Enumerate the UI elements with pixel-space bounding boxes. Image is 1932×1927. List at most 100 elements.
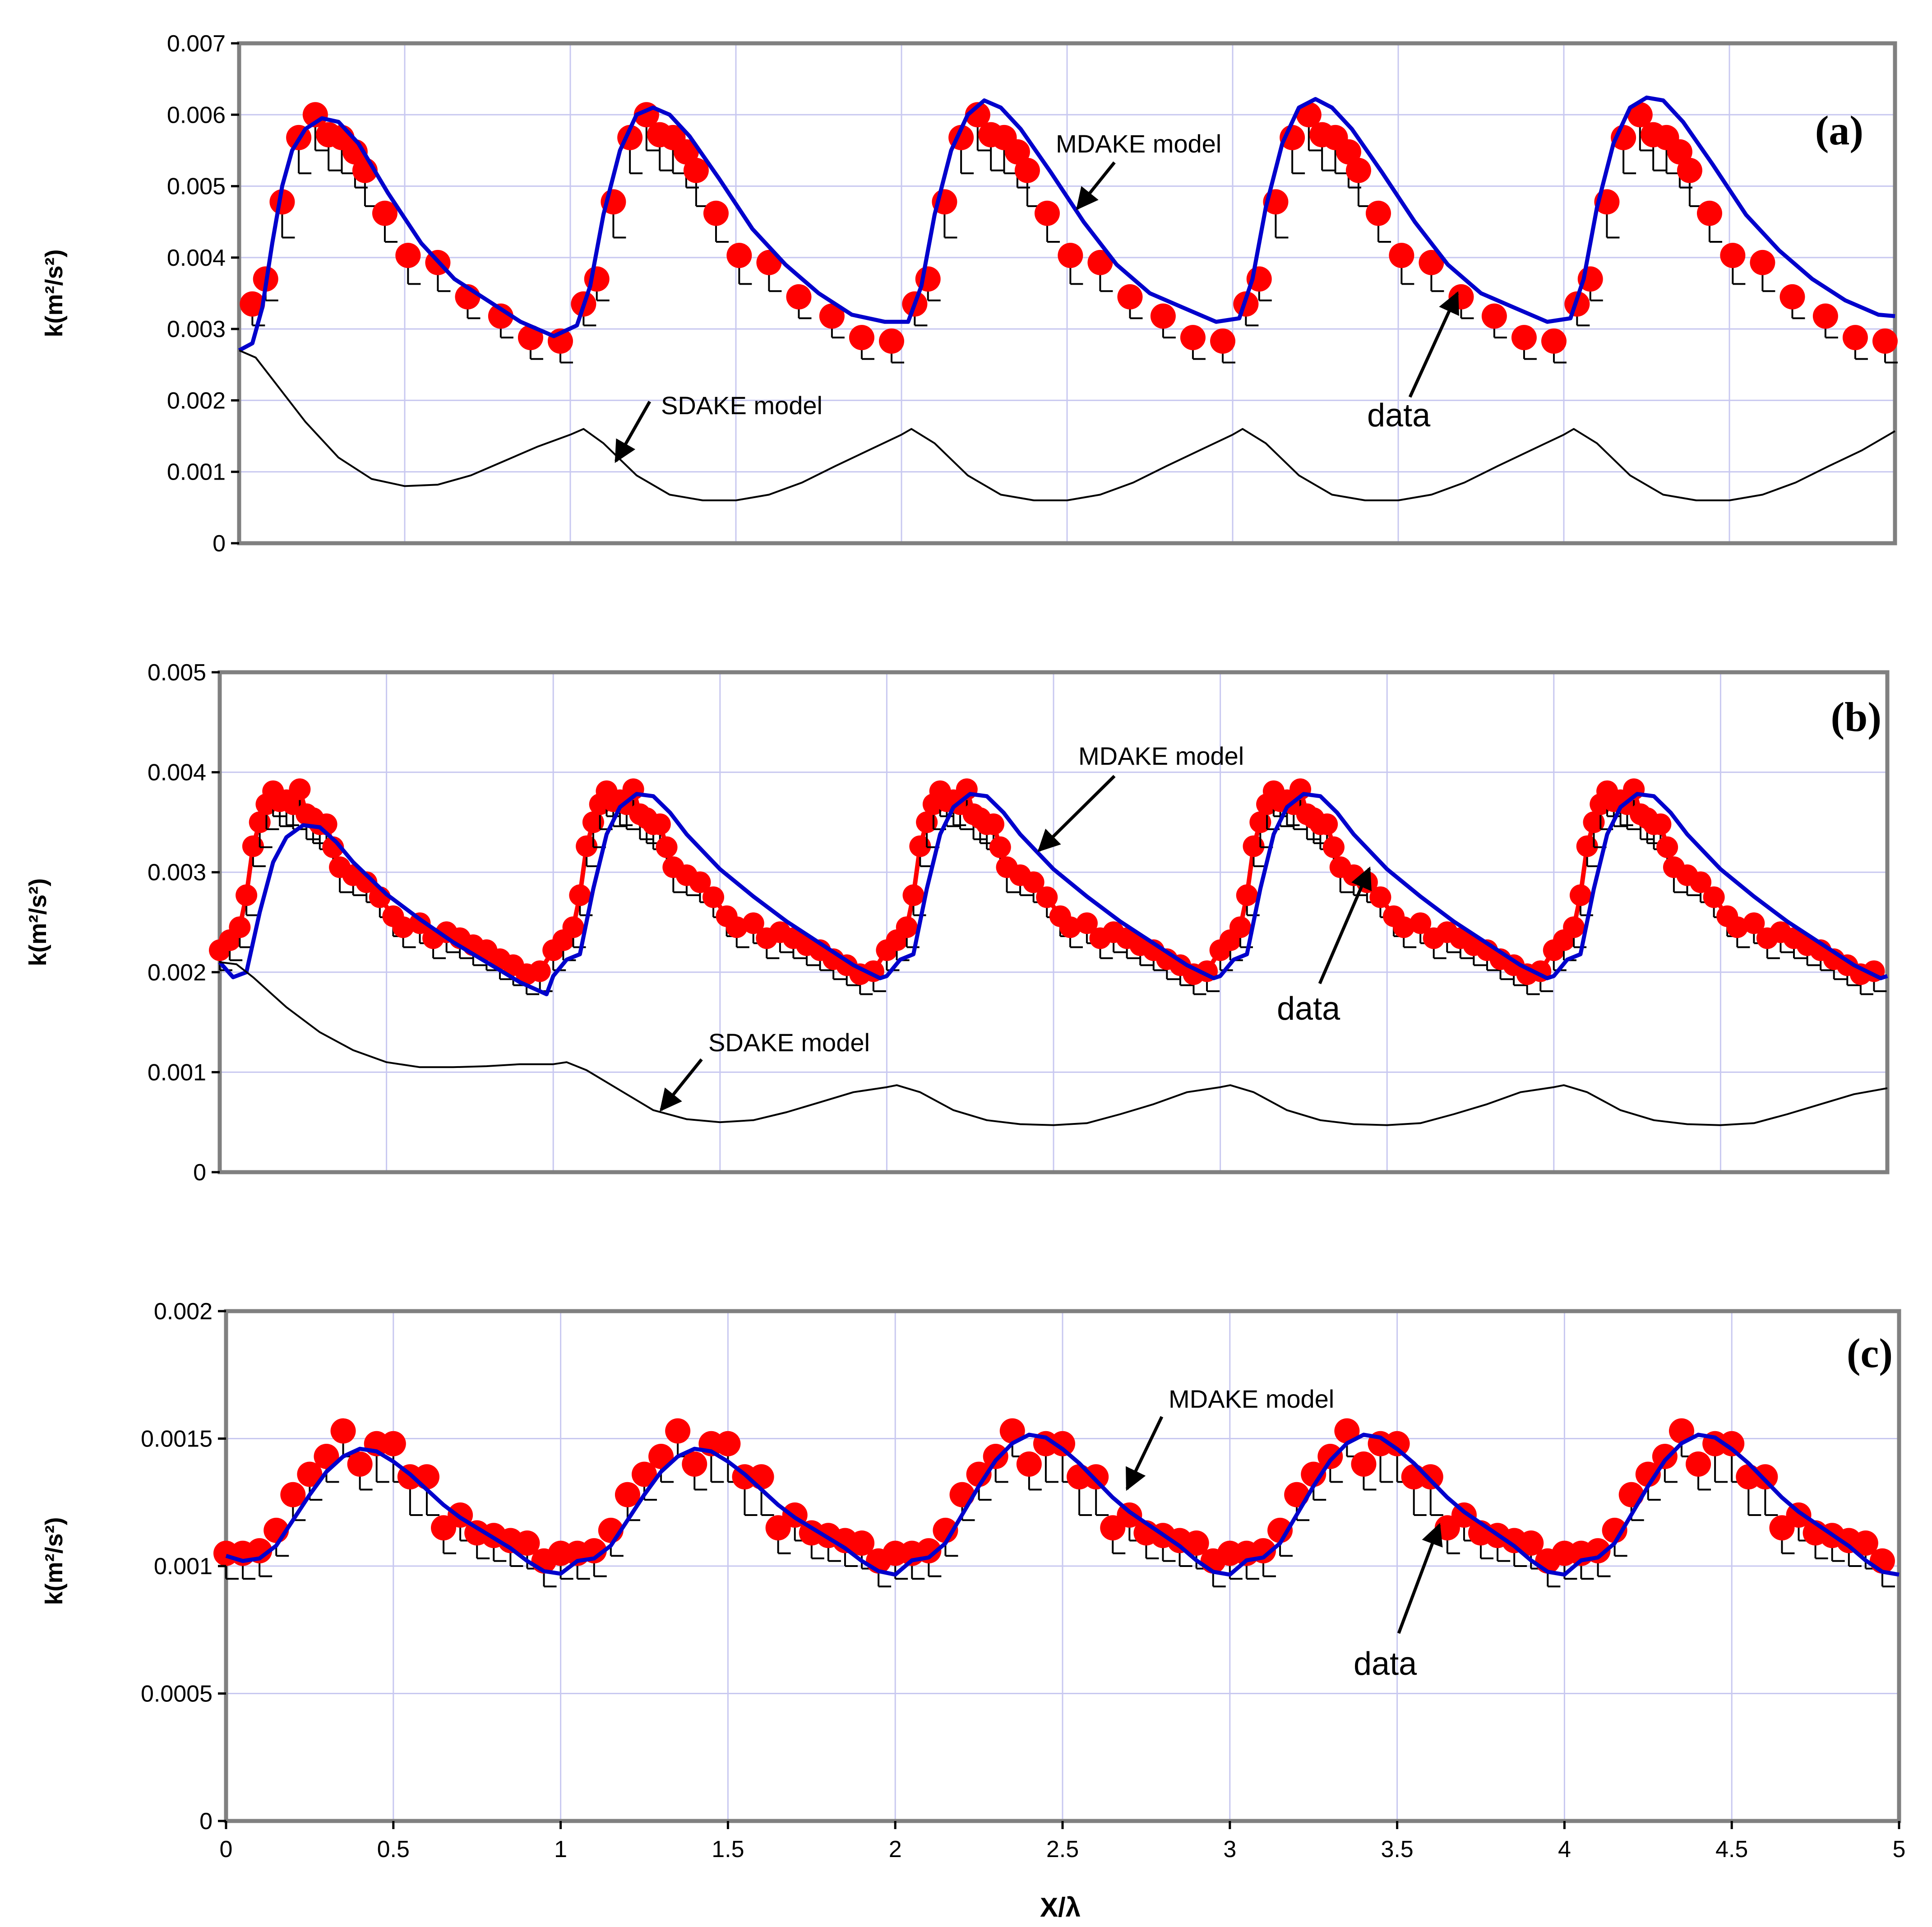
panel-a-mdake-annotation: MDAKE model	[1056, 129, 1221, 158]
panel-a-data-point	[786, 284, 812, 310]
panel-b-data-point	[1316, 813, 1338, 835]
panel-a-data-point	[1117, 284, 1143, 310]
panel-a-label: (a)	[1815, 107, 1863, 153]
panel-b-data-point	[1650, 813, 1672, 835]
panel-a-sdake-arrow	[614, 401, 652, 463]
panel-c-y-tick-label: 0.002	[154, 1299, 213, 1325]
panel-c-data-point	[682, 1451, 707, 1477]
panel-a-data-point	[819, 303, 845, 329]
panel-b-data-point	[1576, 835, 1598, 857]
panel-c-data-point	[1752, 1464, 1778, 1490]
panel-b-data-point	[1703, 886, 1725, 908]
panel-b-data-point	[703, 886, 725, 908]
panel-b-data-point	[902, 884, 924, 906]
panel-b-data-point	[656, 836, 678, 858]
panel-c-series	[213, 1418, 1900, 1588]
panel-c-data-point	[715, 1431, 741, 1456]
panel-a-data-point	[1627, 102, 1653, 128]
panel-c-data-point	[1853, 1530, 1878, 1556]
panel-b-data-point	[1322, 836, 1345, 858]
panel-b-plot-frame	[217, 670, 1890, 1174]
panel-b-data-point	[392, 916, 414, 938]
panel-b-data-annotation: data	[1277, 991, 1340, 1027]
panel-c-data-point	[297, 1461, 323, 1487]
panel-a-data-point	[518, 325, 543, 351]
panel-b-y-tick-label: 0.004	[148, 760, 206, 786]
panel-c-data-point	[999, 1418, 1025, 1444]
panel-a-data-point	[683, 157, 709, 183]
panel-b-data-point	[916, 811, 938, 833]
panel-a-y-tick-label: 0.006	[167, 102, 226, 128]
panel-c-data-point	[1301, 1461, 1327, 1487]
panel-c-data-point	[1602, 1517, 1627, 1543]
panel-c-data-point	[615, 1482, 640, 1507]
panel-a-sdake-annotation: SDAKE model	[661, 391, 823, 420]
panel-a: 0 0.001 0.002 0.003 0.004 0.005 0.006 0.007 k(m…	[41, 31, 1898, 557]
panel-a-y-tick-label: 0.003	[167, 316, 226, 342]
panel-c-x-tick-label: 1.5	[712, 1836, 744, 1862]
panel-c-data-point	[330, 1418, 356, 1444]
panel-b-mdake-model-line	[218, 792, 1888, 997]
panel-b-mdake-annotation: MDAKE model	[1078, 742, 1244, 770]
panel-a-data-point	[965, 102, 990, 128]
panel-b-data-point	[689, 871, 711, 893]
panel-a-series	[238, 95, 1898, 501]
panel-c-data-point	[1719, 1431, 1745, 1456]
panel-b-data-point	[1583, 811, 1605, 833]
panel-b-data-point	[1563, 916, 1585, 938]
panel-c-y-tick-label: 0.0015	[141, 1426, 213, 1452]
panel-b-y-tick-label: 0.002	[148, 960, 206, 986]
panel-a-data-point	[878, 328, 904, 354]
panel-b-data-point	[742, 912, 764, 934]
panel-c-x-tick-label: 0.5	[377, 1836, 410, 1862]
panel-c-x-tick-label: 3	[1223, 1836, 1236, 1862]
panel-c-data-point	[280, 1482, 306, 1507]
panel-b-data-point	[569, 884, 591, 906]
panel-a-y-tick-label: 0.001	[167, 459, 226, 485]
panel-c-data-point	[1384, 1431, 1410, 1456]
panel-b-data-point	[249, 811, 271, 833]
panel-b-data-point	[989, 836, 1011, 858]
panel-a-data-point	[372, 200, 397, 226]
panel-c-data-point	[1686, 1451, 1711, 1477]
panel-b-data-point	[529, 960, 551, 982]
panel-a-data-point	[1511, 325, 1537, 351]
panel-a-y-ticks: 0 0.001 0.002 0.003 0.004 0.005 0.006 0.007	[167, 31, 239, 557]
panel-a-data-point	[302, 102, 328, 128]
panel-c-x-tick-label: 2	[889, 1836, 902, 1862]
panel-b-data-point	[1656, 836, 1678, 858]
panel-c-data-point	[966, 1461, 992, 1487]
panel-b-y-tick-label: 0	[193, 1160, 206, 1186]
panel-c-data-point	[1050, 1431, 1075, 1456]
panel-a-y-tick-label: 0.007	[167, 31, 226, 57]
panel-a-y-tick-label: 0.002	[167, 388, 226, 414]
panel-a-data-annotation: data	[1367, 397, 1431, 434]
panel-c-data-point	[1317, 1444, 1343, 1470]
panel-a-data-point	[1419, 250, 1444, 275]
panel-b-data-point	[896, 916, 918, 938]
panel-c-x-ticks: 0 0.5 1 1.5 2 2.5 3 3.5 4 4.5 5	[220, 1821, 1905, 1862]
panel-c-data-point	[380, 1431, 406, 1456]
panel-a-data-point	[726, 243, 752, 268]
panel-b-data-point	[229, 916, 251, 938]
panel-c-data-point	[347, 1451, 373, 1477]
panel-a-data-arrow	[1408, 291, 1459, 398]
panel-b-data-point	[289, 778, 311, 800]
panel-b-data-point	[1243, 835, 1265, 857]
panel-c-data-point	[1418, 1464, 1443, 1490]
panel-b-data-point	[726, 916, 748, 938]
panel-c-data-point	[749, 1464, 774, 1490]
panel-b-sdake-model-line	[219, 961, 1888, 1126]
panel-a-data-point	[1336, 139, 1361, 165]
panel-c-y-axis-label: k(m²/s²)	[41, 1517, 68, 1605]
panel-c-data-point	[1351, 1451, 1377, 1477]
panel-c-x-tick-label: 4	[1558, 1836, 1571, 1862]
panel-c-mdake-arrow	[1125, 1416, 1164, 1491]
panel-c-data-point	[1652, 1444, 1678, 1470]
panel-b-data-point	[982, 813, 1004, 835]
panel-a-data-point	[1842, 325, 1868, 351]
panel-b-data-point	[562, 916, 584, 938]
panel-b-y-tick-label: 0.003	[148, 860, 206, 886]
panel-a-y-tick-label: 0	[213, 531, 226, 557]
